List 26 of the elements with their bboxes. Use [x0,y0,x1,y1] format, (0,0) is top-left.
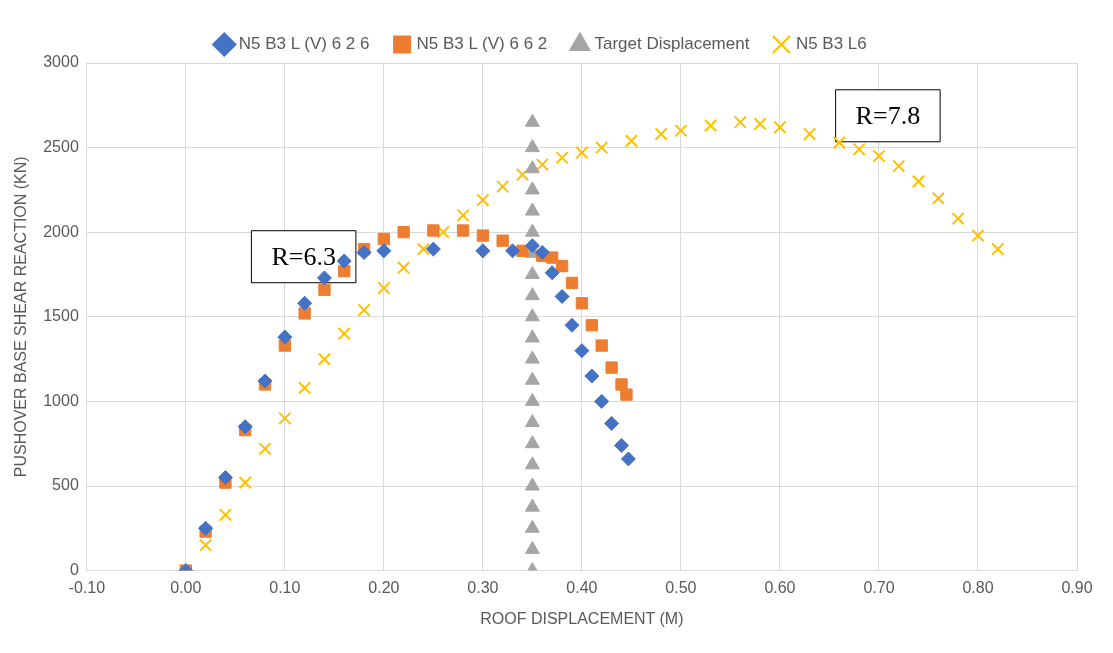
annotation: R=7.8 [855,100,921,130]
y-tick-label: 2500 [43,138,79,156]
y-tick-label: 500 [52,476,79,494]
x-tick-label: 0.50 [665,578,697,596]
legend-label: N5 B3 L6 [795,34,867,54]
y-tick-label: 3000 [43,53,79,71]
x-tick-label: 0.20 [368,578,400,596]
x-tick-label: 0.90 [1061,578,1093,596]
x-tick-label: 0.80 [962,578,994,596]
x-tick-label: -0.10 [68,578,106,596]
y-tick-label: 1000 [43,391,79,409]
legend-label: N5 B3 L (V) 6 6 2 [416,34,548,54]
x-tick-label: 0.30 [467,578,499,596]
legend-label: Target Displacement [594,34,750,54]
x-tick-label: 0.00 [170,578,202,596]
y-axis-title: PUSHOVER BASE SHEAR REACTION (KN) [12,156,30,478]
x-tick-label: 0.70 [863,578,895,596]
annotation: R=6.3 [271,241,336,271]
legend-label: N5 B3 L (V) 6 2 6 [238,34,370,54]
x-axis-title: ROOF DISPLACEMENT (M) [480,609,684,627]
x-tick-label: 0.60 [764,578,796,596]
y-tick-label: 0 [69,561,79,579]
y-tick-label: 2000 [43,222,79,240]
x-tick-label: 0.40 [566,578,598,596]
x-tick-label: 0.10 [269,578,301,596]
y-tick-label: 1500 [43,307,79,325]
